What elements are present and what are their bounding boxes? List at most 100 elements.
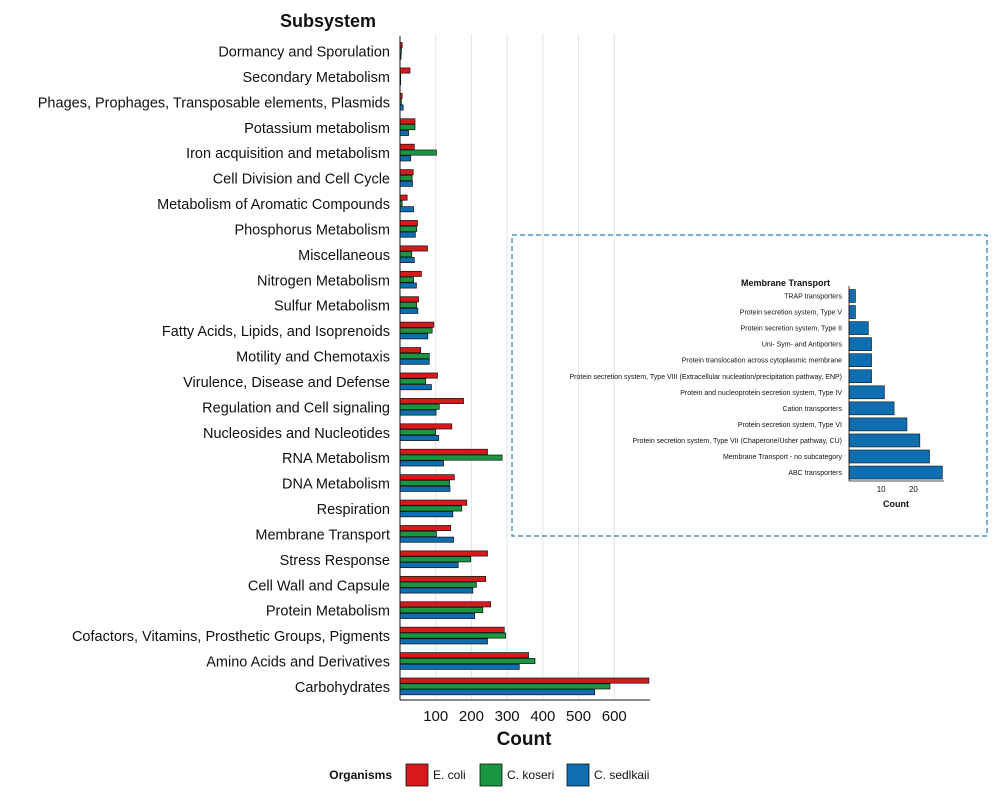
inset-chart: Membrane Transport TRAP transporters Prote… xyxy=(511,234,988,537)
category-label-amino-acids-and-derivatives: Amino Acids and Derivatives xyxy=(206,655,390,671)
inset-category-label-protein-secretion-system-type-ii: Protein secretion system, Type II xyxy=(741,326,842,333)
inset-bar-cation-transporters xyxy=(848,401,895,416)
category-label-metabolism-of-aromatic-compounds: Metabolism of Aromatic Compounds xyxy=(157,197,390,213)
bar-c-sedlkaii-sulfur-metabolism xyxy=(399,307,419,314)
bar-e-coli-miscellaneous xyxy=(399,245,428,252)
inset-category-label-protein-and-nucleoprotein-secretion-system-type-iv: Protein and nucleoprotein secretion syst… xyxy=(680,390,842,397)
bar-e-coli-motility-and-chemotaxis xyxy=(399,347,422,354)
bar-e-coli-nitrogen-metabolism xyxy=(399,270,422,277)
inset-frame xyxy=(511,234,988,537)
category-label-nitrogen-metabolism: Nitrogen Metabolism xyxy=(257,273,390,289)
x-tick-label-600: 600 xyxy=(602,708,627,725)
bar-c-koseri-potassium-metabolism xyxy=(399,124,416,131)
bar-e-coli-phosphorus-metabolism xyxy=(399,220,418,226)
bar-c-koseri-cell-wall-and-capsule xyxy=(399,581,477,588)
bar-c-koseri-rna-metabolism xyxy=(399,454,503,461)
bar-c-sedlkaii-nitrogen-metabolism xyxy=(399,282,417,289)
bar-e-coli-fatty-acids-lipids-and-isoprenoids xyxy=(399,321,435,328)
bar-e-coli-protein-metabolism xyxy=(399,601,492,608)
bar-c-sedlkaii-miscellaneous xyxy=(399,257,415,264)
bar-c-sedlkaii-respiration xyxy=(399,511,454,518)
bar-c-koseri-protein-metabolism xyxy=(399,607,484,614)
bar-e-coli-potassium-metabolism xyxy=(399,118,416,125)
bar-c-sedlkaii-cell-division-and-cell-cycle xyxy=(399,180,413,187)
bar-c-sedlkaii-carbohydrates xyxy=(399,689,595,696)
category-label-virulence-disease-and-defense: Virulence, Disease and Defense xyxy=(183,375,390,391)
inset-category-label-trap-transporters: TRAP transporters xyxy=(784,294,842,301)
bar-c-sedlkaii-phosphorus-metabolism xyxy=(399,231,416,238)
bar-c-sedlkaii-protein-metabolism xyxy=(399,612,475,619)
bar-e-coli-iron-acquisition-and-metabolism xyxy=(399,143,415,150)
x-tick-label-300: 300 xyxy=(495,708,520,725)
bar-e-coli-metabolism-of-aromatic-compounds xyxy=(399,194,408,201)
bar-c-koseri-nucleosides-and-nucleotides xyxy=(399,429,437,436)
bar-c-sedlkaii-iron-acquisition-and-metabolism xyxy=(399,155,412,162)
bar-c-koseri-carbohydrates xyxy=(399,683,611,690)
bar-e-coli-cell-wall-and-capsule xyxy=(399,575,487,582)
category-label-cell-wall-and-capsule: Cell Wall and Capsule xyxy=(248,578,390,594)
bar-c-koseri-fatty-acids-lipids-and-isoprenoids xyxy=(399,327,433,334)
bar-c-sedlkaii-membrane-transport xyxy=(399,536,454,543)
bar-e-coli-stress-response xyxy=(399,550,488,557)
bar-c-koseri-motility-and-chemotaxis xyxy=(399,352,430,359)
inset-category-label-protein-translocation-across-cytoplasmic-membrane: Protein translocation across cytoplasmic… xyxy=(682,358,842,365)
category-label-phages-prophages-transposable-elements-plasmids: Phages, Prophages, Transposable elements… xyxy=(38,95,390,111)
category-label-membrane-transport: Membrane Transport xyxy=(255,527,390,543)
bar-e-coli-dna-metabolism xyxy=(399,474,455,481)
bar-e-coli-respiration xyxy=(399,499,468,506)
bar-c-koseri-cell-division-and-cell-cycle xyxy=(399,175,413,181)
x-tick-label-400: 400 xyxy=(530,708,555,725)
category-label-sulfur-metabolism: Sulfur Metabolism xyxy=(274,299,390,315)
inset-bar-trap-transporters xyxy=(848,289,856,303)
bar-c-sedlkaii-nucleosides-and-nucleotides xyxy=(399,435,439,441)
legend-label-e-coli: E. coli xyxy=(433,768,466,782)
category-label-potassium-metabolism: Potassium metabolism xyxy=(244,121,390,137)
main-x-axis-title: Count xyxy=(497,729,553,750)
category-label-rna-metabolism: RNA Metabolism xyxy=(282,451,390,467)
inset-category-label-protein-secretion-system-type-vi: Protein secretion system, Type VI xyxy=(738,422,842,429)
inset-bar-uni-sym-and-antiporters xyxy=(848,337,872,351)
bar-c-koseri-nitrogen-metabolism xyxy=(399,276,414,283)
bar-c-koseri-regulation-and-cell-signaling xyxy=(399,403,440,410)
category-label-regulation-and-cell-signaling: Regulation and Cell signaling xyxy=(202,400,390,416)
bar-e-coli-cell-division-and-cell-cycle xyxy=(399,169,414,176)
inset-category-label-abc-transporters: ABC transporters xyxy=(788,470,842,477)
bar-c-koseri-respiration xyxy=(399,505,463,512)
category-label-iron-acquisition-and-metabolism: Iron acquisition and metabolism xyxy=(186,146,390,162)
inset-category-label-protein-secretion-system-type-v: Protein secretion system, Type V xyxy=(740,310,843,317)
bar-e-coli-amino-acids-and-derivatives xyxy=(399,652,529,659)
legend-label-c-sedlkaii: C. sedlkaii xyxy=(594,768,649,782)
bar-c-sedlkaii-virulence-disease-and-defense xyxy=(399,384,432,391)
inset-bar-protein-secretion-system-type-ii xyxy=(848,321,869,335)
inset-x-tick-label-20: 20 xyxy=(909,485,918,494)
inset-x-axis-title: Count xyxy=(883,499,909,509)
bar-e-coli-virulence-disease-and-defense xyxy=(399,372,438,379)
inset-category-label-protein-secretion-system-type-vii-chaperone-usher-pathway-cu: Protein secretion system, Type VII (Chap… xyxy=(633,438,842,445)
bar-c-sedlkaii-fatty-acids-lipids-and-isoprenoids xyxy=(399,333,429,340)
bar-c-koseri-miscellaneous xyxy=(399,251,413,258)
bar-c-koseri-amino-acids-and-derivatives xyxy=(399,658,536,664)
inset-bar-protein-secretion-system-type-vii-chaperone-usher-pathway-cu xyxy=(848,433,921,448)
bar-c-koseri-cofactors-vitamins-prosthetic-groups-pigments xyxy=(399,632,507,639)
legend-swatch-e-coli xyxy=(405,763,429,787)
bar-c-koseri-phosphorus-metabolism xyxy=(399,225,418,232)
bar-c-sedlkaii-cell-wall-and-capsule xyxy=(399,587,474,594)
bar-c-koseri-stress-response xyxy=(399,556,472,563)
legend-label-c-koseri: C. koseri xyxy=(507,768,554,782)
bar-e-coli-cofactors-vitamins-prosthetic-groups-pigments xyxy=(399,626,505,633)
category-label-carbohydrates: Carbohydrates xyxy=(295,680,390,696)
category-label-cell-division-and-cell-cycle: Cell Division and Cell Cycle xyxy=(213,172,390,188)
legend-swatch-c-sedlkaii xyxy=(566,763,590,787)
inset-bar-protein-translocation-across-cytoplasmic-membrane xyxy=(848,353,872,368)
category-label-miscellaneous: Miscellaneous xyxy=(298,248,390,264)
category-label-protein-metabolism: Protein Metabolism xyxy=(266,604,390,620)
bar-e-coli-membrane-transport xyxy=(399,525,452,532)
category-label-stress-response: Stress Response xyxy=(280,553,390,569)
inset-category-label-cation-transporters: Cation transporters xyxy=(782,406,842,413)
bar-c-sedlkaii-dna-metabolism xyxy=(399,485,451,492)
legend: Organisms E. coli C. koseri C. sedlkaii xyxy=(329,763,649,787)
inset-bar-protein-and-nucleoprotein-secretion-system-type-iv xyxy=(848,385,885,400)
inset-bar-protein-secretion-system-type-viii-extracellular-nucleation-precipitation-pathway-enp xyxy=(848,369,872,384)
